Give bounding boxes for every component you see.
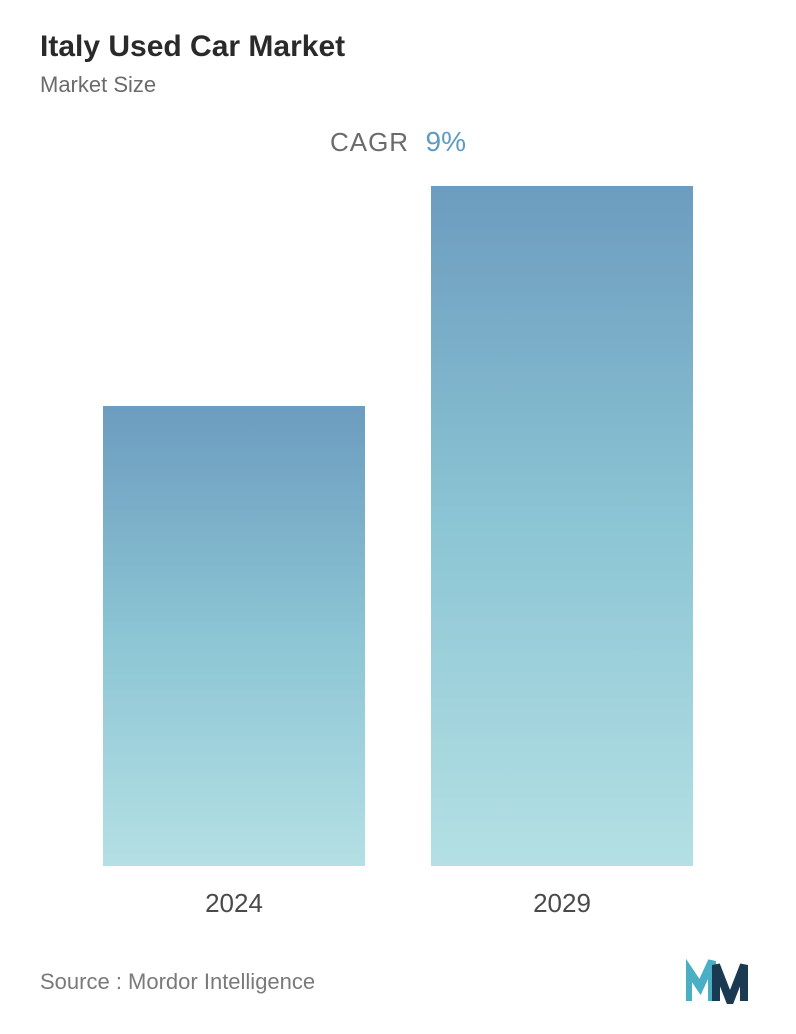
source-text: Source : Mordor Intelligence	[40, 969, 315, 995]
cagr-row: CAGR 9%	[40, 126, 756, 158]
bar-group-2024: 2024	[103, 406, 365, 919]
chart-area: 2024 2029	[40, 178, 756, 919]
cagr-label: CAGR	[330, 127, 409, 157]
footer: Source : Mordor Intelligence	[40, 929, 756, 1004]
bar-2029	[431, 186, 693, 866]
bar-label-2029: 2029	[533, 888, 591, 919]
chart-title: Italy Used Car Market	[40, 30, 756, 64]
mordor-logo-icon	[686, 959, 756, 1004]
chart-subtitle: Market Size	[40, 72, 756, 98]
cagr-value: 9%	[426, 126, 466, 157]
bar-label-2024: 2024	[205, 888, 263, 919]
bar-2024	[103, 406, 365, 866]
bar-group-2029: 2029	[431, 186, 693, 919]
chart-container: Italy Used Car Market Market Size CAGR 9…	[0, 0, 796, 1034]
